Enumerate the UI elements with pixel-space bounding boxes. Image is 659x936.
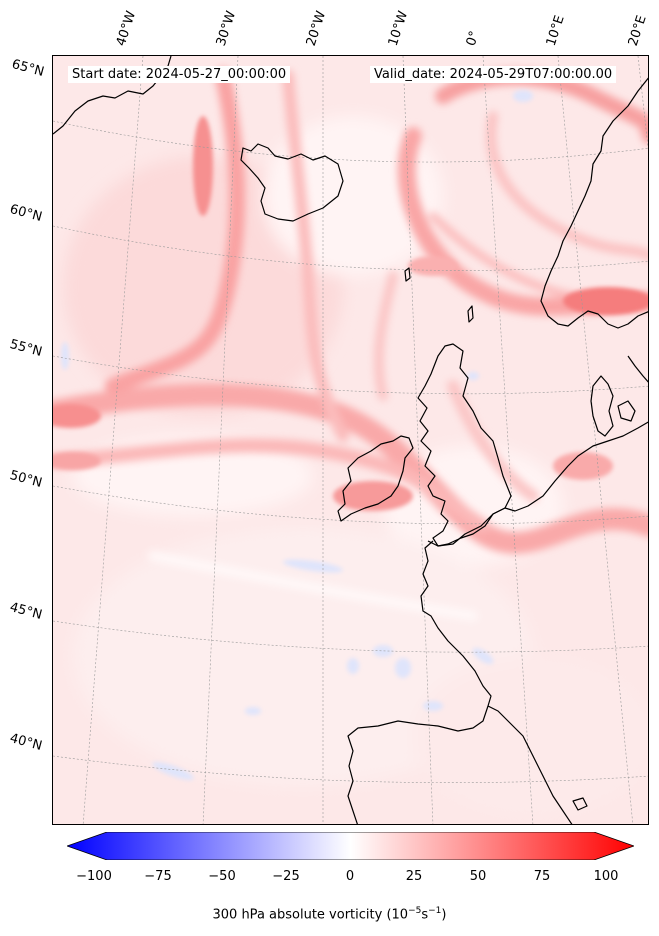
colorbar-tick: 25 (405, 869, 423, 884)
lon-label-20e: 20°E (625, 13, 650, 49)
lon-label-20w: 20°W (303, 9, 330, 48)
colorbar-label: 300 hPa absolute vorticity (10−5s−1) (212, 906, 447, 923)
vorticity-map: Start date: 2024-05-27_00:00:00 Valid_da… (52, 55, 649, 825)
vorticity-field (53, 56, 648, 824)
colorbar-tick: 100 (593, 869, 619, 884)
lon-label-10w: 10°W (385, 9, 412, 48)
colorbar-tick: −100 (76, 869, 112, 884)
colorbar-tick: 50 (469, 869, 487, 884)
lat-label-45n: 45°N (8, 600, 44, 623)
lon-label-10e: 10°E (543, 13, 568, 49)
lon-label-40w: 40°W (113, 9, 140, 48)
colorbar-tick: −75 (144, 869, 172, 884)
lat-label-50n: 50°N (8, 468, 44, 491)
lon-label-30w: 30°W (213, 9, 240, 48)
valid-date-label: Valid_date: 2024-05-29T07:00:00.00 (370, 66, 617, 83)
lat-label-65n: 65°N (10, 57, 46, 80)
colorbar (65, 831, 636, 861)
colorbar-tick: −25 (272, 869, 300, 884)
colorbar-tick: 0 (345, 869, 355, 884)
start-date-label: Start date: 2024-05-27_00:00:00 (68, 66, 291, 83)
lat-label-60n: 60°N (8, 202, 44, 225)
colorbar-tick: 75 (533, 869, 551, 884)
colorbar-tick: −50 (208, 869, 236, 884)
lat-label-55n: 55°N (8, 337, 44, 360)
lat-label-40n: 40°N (8, 731, 44, 754)
lon-label-0: 0° (463, 29, 483, 48)
